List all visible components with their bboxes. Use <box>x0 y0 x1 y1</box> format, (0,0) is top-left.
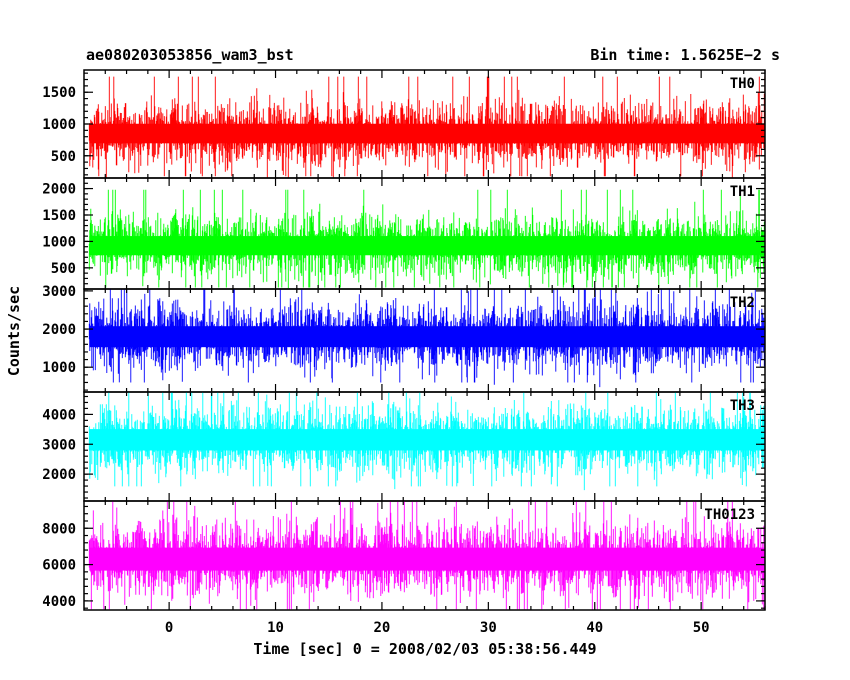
series-th2-core <box>89 326 765 348</box>
y-tick-label: 2000 <box>42 467 76 483</box>
series-th0-core <box>89 123 765 144</box>
y-tick-label: 4000 <box>42 594 76 610</box>
y-tick-label: 3000 <box>42 437 76 453</box>
x-tick-label: 50 <box>693 620 710 636</box>
y-tick-label: 1000 <box>42 234 76 250</box>
bin-time-label: Bin time: 1.5625E−2 s <box>590 46 780 64</box>
series-th1-core <box>89 236 765 256</box>
x-tick-label: 10 <box>267 620 284 636</box>
y-tick-label: 1500 <box>42 85 76 101</box>
series-label-th1: TH1 <box>730 184 755 200</box>
y-tick-label: 500 <box>51 149 76 165</box>
y-tick-label: 1000 <box>42 360 76 376</box>
y-tick-label: 1000 <box>42 117 76 133</box>
series-th0123-core <box>89 547 765 571</box>
x-tick-label: 30 <box>480 620 497 636</box>
y-tick-label: 3000 <box>42 284 76 300</box>
y-tick-label: 2000 <box>42 182 76 198</box>
y-tick-label: 1500 <box>42 208 76 224</box>
y-axis-label: Counts/sec <box>5 286 23 376</box>
x-tick-label: 40 <box>586 620 603 636</box>
x-axis-label: Time [sec] 0 = 2008/02/03 05:38:56.449 <box>253 640 596 658</box>
chart-title: ae080203053856_wam3_bst <box>86 46 294 64</box>
y-tick-label: 8000 <box>42 521 76 537</box>
y-tick-label: 2000 <box>42 322 76 338</box>
series-th3-core <box>89 429 765 451</box>
series-label-th2: TH2 <box>730 295 755 311</box>
series-label-th0: TH0 <box>730 76 755 92</box>
series-label-th3: TH3 <box>730 398 755 414</box>
series-label-th0123: TH0123 <box>704 507 755 523</box>
y-tick-label: 6000 <box>42 558 76 574</box>
x-tick-label: 0 <box>165 620 173 636</box>
y-tick-label: 4000 <box>42 407 76 423</box>
y-tick-label: 500 <box>51 261 76 277</box>
x-tick-label: 20 <box>374 620 391 636</box>
